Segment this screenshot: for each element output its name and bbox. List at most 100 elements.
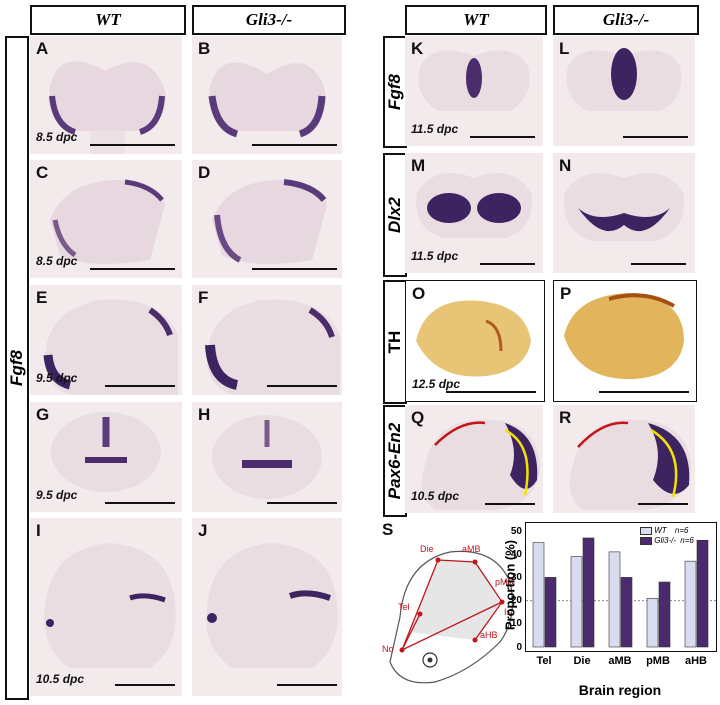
panel-m: M 11.5 dpc bbox=[405, 153, 543, 273]
row-label-th: TH bbox=[383, 280, 407, 404]
legend-wt: WT n=6 bbox=[640, 526, 688, 535]
scale-bar bbox=[638, 503, 688, 505]
panel-c: C 8.5 dpc bbox=[30, 160, 182, 278]
stage-label: 11.5 dpc bbox=[411, 249, 459, 263]
header-gli3-right: Gli3-/- bbox=[553, 5, 699, 35]
scale-bar bbox=[470, 136, 535, 138]
header-wt-right: WT bbox=[405, 5, 547, 35]
stage-label: 12.5 dpc bbox=[412, 377, 461, 391]
panel-f: F bbox=[192, 285, 342, 395]
label-pmb: pMB bbox=[495, 577, 514, 587]
panel-a: A 8.5 dpc bbox=[30, 36, 182, 154]
scale-bar bbox=[267, 385, 337, 387]
panel-letter: J bbox=[198, 521, 208, 540]
panel-letter: G bbox=[36, 405, 50, 424]
scale-bar bbox=[485, 503, 535, 505]
scale-bar bbox=[105, 385, 175, 387]
row-label-fgf8: Fgf8 bbox=[383, 36, 407, 148]
bar-pmb-gli3 bbox=[658, 581, 671, 648]
scale-bar bbox=[267, 502, 337, 504]
y-axis-label: Proportion (%) bbox=[502, 539, 518, 631]
scale-bar bbox=[105, 502, 175, 504]
panel-letter: S bbox=[382, 520, 394, 539]
panel-letter: M bbox=[411, 156, 426, 175]
panel-letter: C bbox=[36, 163, 49, 182]
panel-letter: A bbox=[36, 39, 49, 58]
label-tel: Tel bbox=[398, 602, 410, 612]
panel-letter: H bbox=[198, 405, 211, 424]
panel-h: H bbox=[192, 402, 342, 512]
panel-j: J bbox=[192, 518, 342, 696]
x-axis-label: Brain region bbox=[578, 682, 662, 698]
bar-amb-gli3 bbox=[620, 577, 633, 648]
bar-die-wt bbox=[570, 556, 583, 648]
panel-p: P bbox=[553, 280, 697, 402]
row-label-pax6-en2: Pax6-En2 bbox=[383, 405, 407, 517]
panel-letter: P bbox=[560, 284, 572, 303]
label-die: Die bbox=[420, 544, 434, 554]
y-tick-label: 40 bbox=[510, 548, 522, 560]
x-tick-label: Die bbox=[573, 655, 591, 667]
scale-bar bbox=[446, 391, 536, 393]
scale-bar bbox=[631, 263, 686, 265]
panel-letter: I bbox=[36, 521, 41, 540]
panel-n: N bbox=[553, 153, 695, 273]
panel-letter: Q bbox=[411, 408, 425, 427]
scale-bar bbox=[277, 684, 337, 686]
panel-l: L bbox=[553, 36, 695, 146]
x-tick-label: aHB bbox=[684, 655, 707, 667]
stage-label: 10.5 dpc bbox=[411, 489, 460, 503]
bar-pmb-wt bbox=[646, 597, 659, 648]
panel-letter: N bbox=[559, 156, 572, 175]
x-tick-label: aMB bbox=[608, 655, 632, 667]
scale-bar bbox=[480, 263, 535, 265]
bar-tel-gli3 bbox=[544, 577, 557, 648]
x-tick-label: Tel bbox=[536, 655, 552, 667]
panel-letter: R bbox=[559, 408, 572, 427]
y-tick-label: 0 bbox=[516, 641, 522, 653]
panel-letter: L bbox=[559, 39, 570, 58]
panel-o: O 12.5 dpc bbox=[405, 280, 545, 402]
row-label-dlx2: Dlx2 bbox=[383, 153, 407, 277]
scale-bar bbox=[623, 136, 688, 138]
label-is: Is bbox=[504, 607, 512, 617]
stage-label: 8.5 dpc bbox=[36, 130, 78, 144]
stage-label: 9.5 dpc bbox=[36, 488, 78, 502]
panel-i: I 10.5 dpc bbox=[30, 518, 182, 696]
bar-amb-wt bbox=[608, 551, 621, 648]
label-amb: aMB bbox=[462, 544, 481, 554]
panel-b: B bbox=[192, 36, 342, 154]
x-tick-label: pMB bbox=[646, 655, 670, 667]
bar-ahb-wt bbox=[684, 560, 697, 648]
y-tick-label: 20 bbox=[510, 595, 522, 607]
y-tick-label: 50 bbox=[510, 525, 522, 537]
header-gli3-left: Gli3-/- bbox=[192, 5, 346, 35]
label-ahb: aHB bbox=[480, 630, 498, 640]
header-wt-left: WT bbox=[30, 5, 186, 35]
stage-label: 8.5 dpc bbox=[36, 254, 78, 268]
scale-bar bbox=[252, 268, 337, 270]
panel-letter: K bbox=[411, 39, 424, 58]
bar-die-gli3 bbox=[582, 537, 595, 648]
bar-tel-wt bbox=[532, 542, 545, 648]
scale-bar bbox=[252, 144, 337, 146]
panel-letter: B bbox=[198, 39, 211, 58]
scale-bar bbox=[90, 144, 175, 146]
scale-bar bbox=[115, 684, 175, 686]
panel-letter: O bbox=[412, 284, 426, 303]
y-tick-label: 10 bbox=[510, 618, 522, 630]
panel-e: E 9.5 dpc bbox=[30, 285, 182, 395]
stage-label: 10.5 dpc bbox=[36, 672, 85, 686]
panel-g: G 9.5 dpc bbox=[30, 402, 182, 512]
scale-bar bbox=[90, 268, 175, 270]
stage-label: 9.5 dpc bbox=[36, 371, 78, 385]
panel-k: K 11.5 dpc bbox=[405, 36, 543, 146]
panel-r: R bbox=[553, 405, 695, 513]
panel-letter: F bbox=[198, 288, 209, 307]
bar-ahb-gli3 bbox=[696, 539, 709, 648]
panel-d: D bbox=[192, 160, 342, 278]
panel-letter: D bbox=[198, 163, 211, 182]
legend-gli3: Gli3-/- n=6 bbox=[640, 536, 694, 545]
label-no: No bbox=[382, 644, 394, 654]
y-tick-label: 30 bbox=[510, 571, 522, 583]
